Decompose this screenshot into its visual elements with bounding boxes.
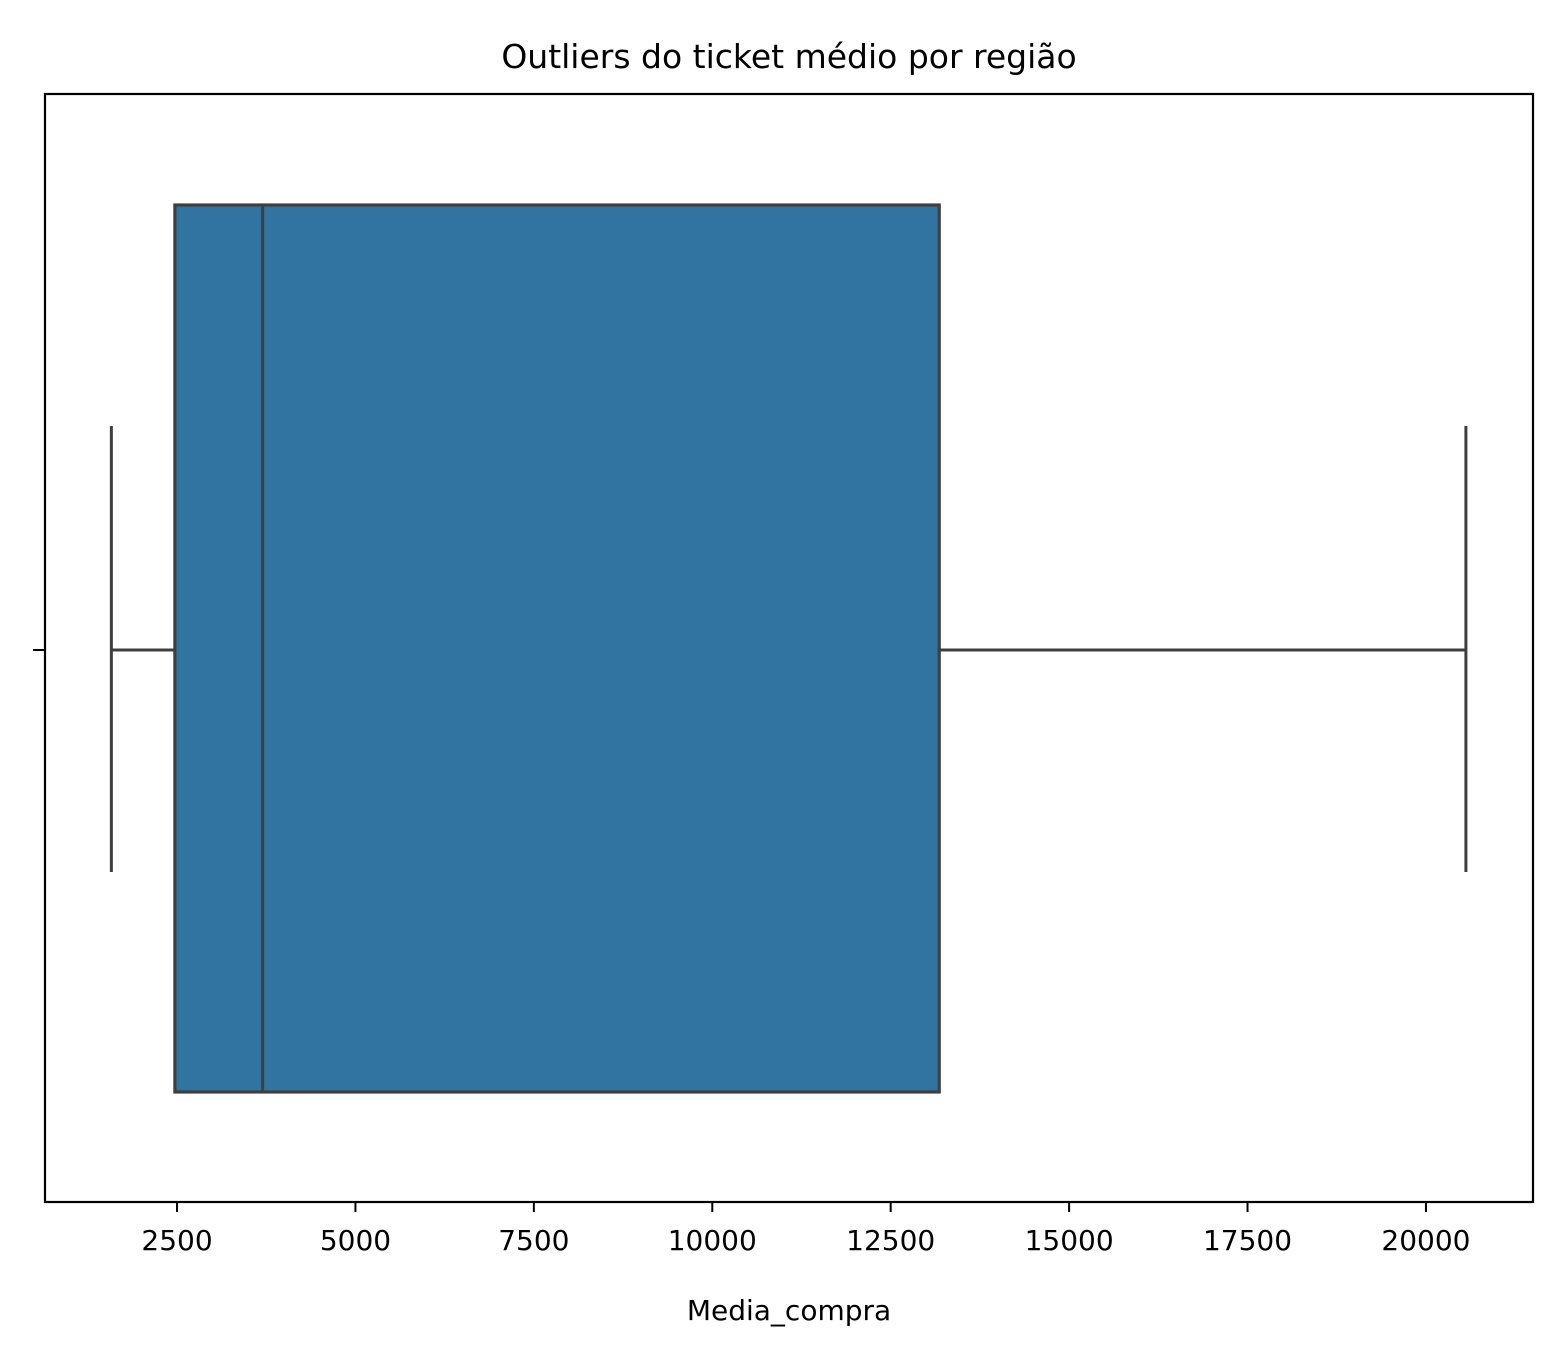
- x-tick-label: 7500: [498, 1224, 569, 1257]
- x-tick-label: 12500: [846, 1224, 935, 1257]
- chart-title: Outliers do ticket médio por região: [501, 37, 1076, 76]
- x-tick-label: 15000: [1025, 1224, 1114, 1257]
- x-tick-label: 2500: [141, 1224, 212, 1257]
- x-axis: 2500 5000 7500 10000 12500 15000 17500 20000: [141, 1202, 1470, 1257]
- iqr-box: [173, 203, 941, 1094]
- x-tick-label: 10000: [668, 1224, 757, 1257]
- x-tick-label: 5000: [320, 1224, 391, 1257]
- x-tick-label: 17500: [1203, 1224, 1292, 1257]
- plot-frame: [43, 92, 1535, 1204]
- box-group: [109, 203, 1468, 1094]
- x-tick-label: 20000: [1381, 1224, 1470, 1257]
- x-axis-label: Media_compra: [687, 1294, 891, 1327]
